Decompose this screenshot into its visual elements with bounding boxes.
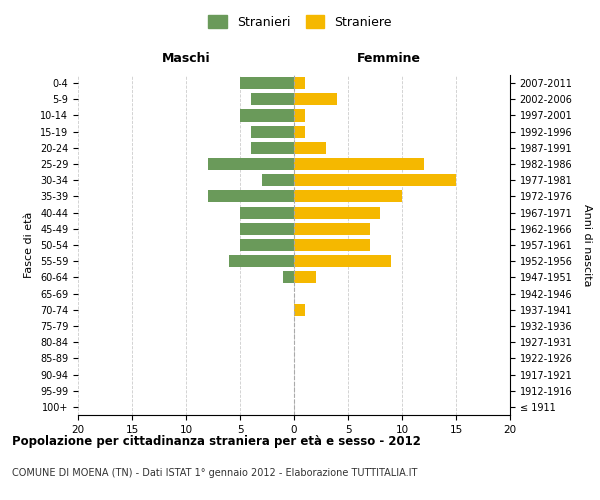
Text: Maschi: Maschi [161,52,211,65]
Bar [294,142,326,154]
Bar [294,110,305,122]
Bar [294,93,337,106]
Bar [240,110,294,122]
Text: COMUNE DI MOENA (TN) - Dati ISTAT 1° gennaio 2012 - Elaborazione TUTTITALIA.IT: COMUNE DI MOENA (TN) - Dati ISTAT 1° gen… [12,468,418,477]
Bar [294,255,391,268]
Legend: Stranieri, Straniere: Stranieri, Straniere [205,11,395,32]
Bar [294,77,305,89]
Bar [294,158,424,170]
Bar [294,174,456,186]
Bar [294,272,316,283]
Bar [240,239,294,251]
Bar [294,239,370,251]
Bar [251,142,294,154]
Text: Femmine: Femmine [357,52,421,65]
Y-axis label: Fasce di età: Fasce di età [25,212,34,278]
Bar [229,255,294,268]
Y-axis label: Anni di nascita: Anni di nascita [582,204,592,286]
Bar [251,126,294,138]
Bar [240,222,294,235]
Bar [294,304,305,316]
Bar [240,77,294,89]
Bar [251,93,294,106]
Text: Popolazione per cittadinanza straniera per età e sesso - 2012: Popolazione per cittadinanza straniera p… [12,435,421,448]
Bar [294,190,402,202]
Bar [294,126,305,138]
Bar [294,222,370,235]
Bar [208,190,294,202]
Bar [283,272,294,283]
Bar [208,158,294,170]
Bar [294,206,380,218]
Bar [240,206,294,218]
Bar [262,174,294,186]
